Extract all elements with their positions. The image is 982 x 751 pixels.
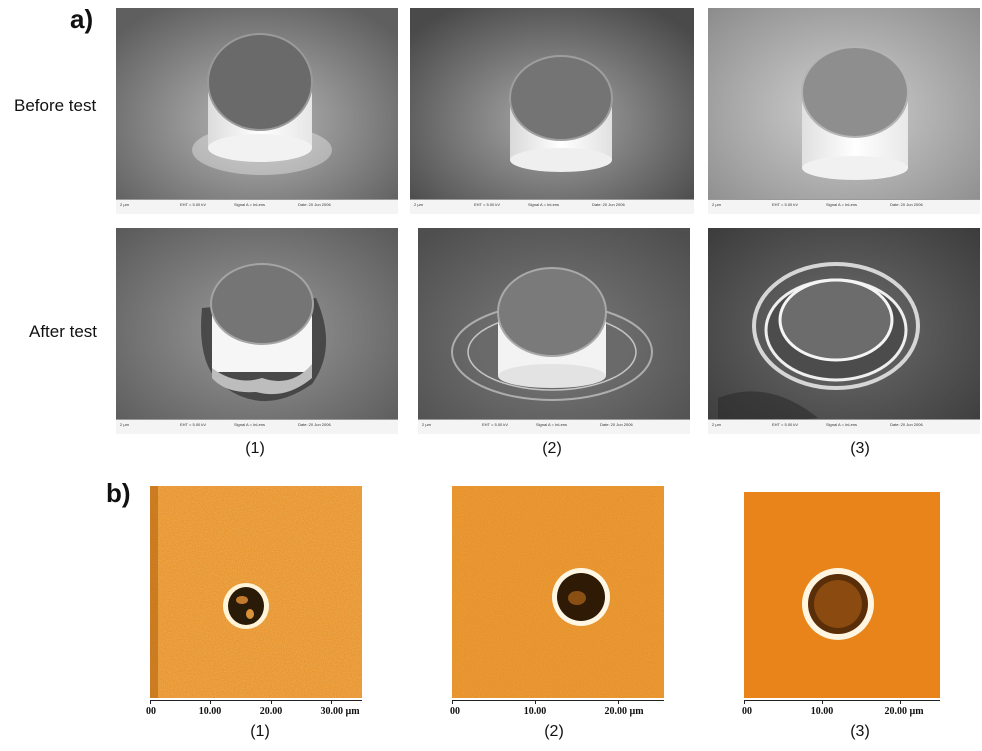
sem-micropillar-before-1	[116, 8, 398, 214]
sem-image-after-2: 2 µm EHT = 5.00 kV Signal A = InLens Dat…	[418, 228, 690, 434]
panel-a-caption-2: (2)	[542, 440, 562, 457]
sem-micropillar-after-3	[708, 228, 980, 434]
panel-b-caption-1: (1)	[250, 723, 270, 740]
panel-a-caption-3: (3)	[850, 440, 870, 457]
sem-databar: 2 µm EHT = 5.00 kV Signal A = InLens Dat…	[410, 199, 694, 214]
sem-image-before-3: 2 µm EHT = 5.00 kV Signal A = InLens Dat…	[708, 8, 980, 214]
afm-map-1	[150, 486, 362, 698]
afm-axis-3: 00 10.00 20.00 µm	[742, 700, 940, 720]
panel-a-caption-1: (1)	[245, 440, 265, 457]
afm-map-2	[452, 486, 664, 698]
afm-image-2	[452, 486, 664, 698]
afm-axis-3-tick: 10.00	[810, 706, 834, 717]
afm-axis-1: 00 10.00 20.00 30.00 µm	[146, 700, 362, 720]
sem-databar: 2 µm EHT = 5.00 kV Signal A = InLens Dat…	[708, 419, 980, 434]
panel-b-caption-2: (2)	[544, 723, 564, 740]
panel-b-label: b)	[106, 478, 131, 508]
sem-databar: 2 µm EHT = 5.00 kV Signal A = InLens Dat…	[708, 199, 980, 214]
afm-axis-1-tick: 30.00 µm	[320, 706, 360, 717]
afm-axis-2-tick: 20.00 µm	[604, 706, 644, 717]
afm-axis-1-tick: 00	[146, 706, 156, 717]
afm-axis-2-tick: 10.00	[523, 706, 547, 717]
afm-axis-2-tick: 00	[450, 706, 460, 717]
afm-axis-2: 00 10.00 20.00 µm	[450, 700, 664, 720]
afm-axis-1-tick: 10.00	[198, 706, 222, 717]
panel-b-caption-3: (3)	[850, 723, 870, 740]
sem-image-before-2: 2 µm EHT = 5.00 kV Signal A = InLens Dat…	[410, 8, 694, 214]
sem-databar: 2 µm EHT = 5.00 kV Signal A = InLens Dat…	[116, 419, 398, 434]
afm-image-1	[150, 486, 362, 698]
afm-image-3	[744, 492, 940, 698]
sem-image-before-1: 2 µm EHT = 5.00 kV Signal A = InLens Dat…	[116, 8, 398, 214]
afm-map-3	[744, 492, 940, 698]
before-test-label: Before test	[14, 96, 97, 115]
sem-databar: 2 µm EHT = 5.00 kV Signal A = InLens Dat…	[116, 199, 398, 214]
panel-a-label: a)	[70, 4, 94, 34]
sem-micropillar-after-2	[418, 228, 690, 434]
sem-databar: 2 µm EHT = 5.00 kV Signal A = InLens Dat…	[418, 419, 690, 434]
sem-micropillar-before-2	[410, 8, 694, 214]
sem-image-after-3: 2 µm EHT = 5.00 kV Signal A = InLens Dat…	[708, 228, 980, 434]
after-test-label: After test	[29, 322, 98, 341]
afm-axis-3-tick: 00	[742, 706, 752, 717]
afm-axis-1-tick: 20.00	[259, 706, 283, 717]
afm-axis-3-tick: 20.00 µm	[884, 706, 924, 717]
sem-micropillar-after-1	[116, 228, 398, 434]
sem-image-after-1: 2 µm EHT = 5.00 kV Signal A = InLens Dat…	[116, 228, 398, 434]
sem-micropillar-before-3	[708, 8, 980, 214]
